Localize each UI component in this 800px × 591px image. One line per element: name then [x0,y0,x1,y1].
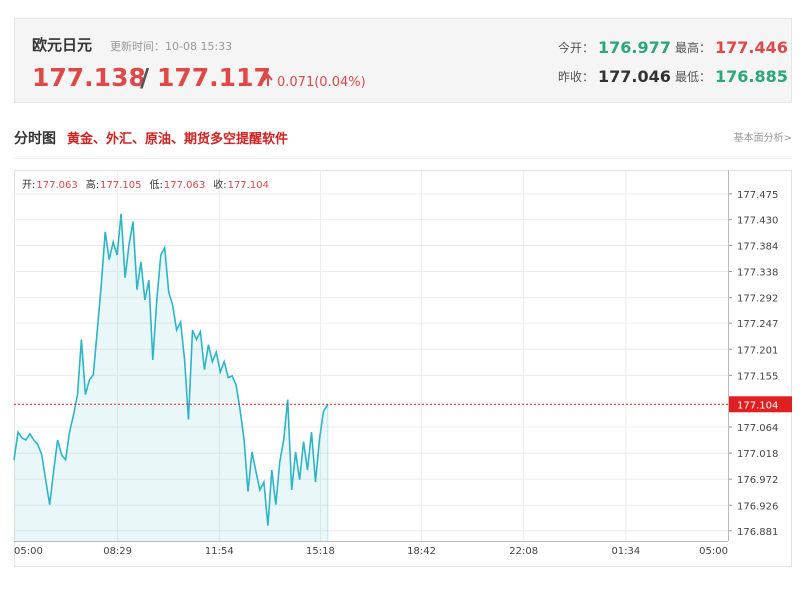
ohlc-label: 高: [86,178,99,191]
update-time: 更新时间：10-08 15:33 [110,39,232,53]
stat-label: 最低： [675,70,711,84]
y-tick-label: 177.155 [737,371,778,382]
ohlc-value: 177.105 [100,180,141,191]
current-price-tag [729,396,792,413]
stat-value: 177.046 [598,67,671,86]
stat-label: 昨收： [558,70,594,84]
y-tick-label: 176.926 [737,501,778,512]
y-tick-label: 177.247 [737,319,778,330]
y-tick-label: 177.430 [737,215,778,226]
y-tick-label: 177.201 [737,345,778,356]
section-title: 分时图 [14,130,56,147]
stat-value: 176.977 [598,38,671,57]
stat-label: 今开： [558,40,594,55]
ohlc-value: 177.063 [36,180,77,191]
x-tick-label: 15:18 [306,546,335,557]
stat-value: 177.446 [715,38,788,57]
x-tick-label: 22:08 [509,546,538,557]
stat-label: 最高： [675,40,711,55]
pair-title: 欧元日元 [32,36,92,54]
y-tick-label: 177.064 [737,423,778,434]
x-tick-label: 11:54 [205,546,234,557]
up-arrow [263,73,273,86]
ask: 177.117 [157,63,271,92]
y-tick-label: 177.475 [737,190,778,201]
stat-value: 176.885 [715,67,788,86]
y-tick-label: 177.018 [737,449,778,460]
fundamental-link[interactable]: 基本面分析> [734,131,792,144]
change: 0.071(0.04%) [277,75,366,90]
x-tick-label: 05:00 [14,546,43,557]
y-tick-label: 176.972 [737,475,778,486]
current-price-label: 177.104 [737,400,778,411]
area-fill [14,213,328,541]
quote-panel [14,18,792,103]
x-tick-label: 18:42 [407,546,436,557]
y-tick-label: 177.292 [737,294,778,305]
x-tick-label: 01:34 [611,546,640,557]
y-tick-label: 177.338 [737,268,778,279]
x-tick-label: 05:00 [699,546,728,557]
ohlc-label: 低: [149,178,162,191]
ohlc-label: 收: [213,178,226,191]
ohlc-label: 开: [22,180,35,191]
y-tick-label: 176.881 [737,527,778,538]
y-tick-label: 177.384 [737,241,778,252]
x-tick-label: 08:29 [103,546,132,557]
promo-link[interactable]: 黄金、外汇、原油、期货多空提醒软件 [67,131,288,147]
bid: 177.138 [32,63,146,92]
price-line [13,213,329,526]
ohlc-value: 177.063 [164,180,205,191]
separator: / [140,63,150,92]
chart-frame [14,170,792,567]
ohlc-value: 177.104 [228,180,269,191]
